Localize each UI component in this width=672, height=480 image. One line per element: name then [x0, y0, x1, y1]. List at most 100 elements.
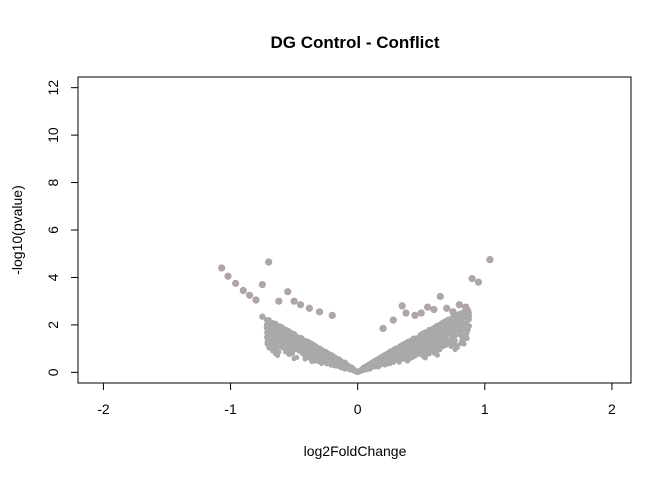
x-tick-label: 1 [481, 401, 489, 417]
data-point [410, 350, 416, 356]
data-point [341, 359, 349, 367]
data-point [272, 337, 278, 344]
points-layer [218, 256, 494, 375]
data-point [275, 297, 283, 305]
data-point [424, 328, 431, 336]
data-point [429, 348, 436, 354]
data-point [447, 324, 453, 330]
data-point [424, 351, 430, 357]
x-tick-label: 0 [354, 401, 362, 417]
data-point [434, 352, 441, 358]
data-point [430, 305, 438, 314]
data-point [373, 357, 380, 364]
data-point [322, 348, 330, 356]
data-point [458, 340, 464, 347]
data-point [386, 350, 393, 357]
data-point [423, 338, 429, 344]
data-point [329, 352, 336, 359]
data-point [402, 348, 408, 355]
data-point [430, 325, 438, 332]
data-point [355, 369, 361, 375]
data-point [265, 343, 272, 349]
data-point [437, 321, 444, 329]
data-point [335, 356, 342, 363]
x-tick-label: -2 [97, 401, 110, 417]
data-point [398, 355, 405, 361]
data-point [463, 331, 470, 337]
data-point [271, 344, 277, 350]
data-point [449, 308, 457, 316]
data-point [289, 351, 295, 357]
data-point [379, 324, 387, 333]
data-point [317, 353, 324, 359]
data-point [449, 314, 457, 321]
chart-title: DG Control - Conflict [270, 33, 439, 52]
x-axis-label: log2FoldChange [304, 443, 407, 459]
data-point [301, 352, 307, 358]
data-point [232, 279, 240, 287]
plot-frame [77, 76, 632, 384]
data-point [330, 361, 336, 368]
data-point [423, 342, 429, 348]
data-point [474, 278, 483, 286]
data-point [441, 342, 447, 348]
data-point [436, 292, 444, 301]
data-point [309, 341, 317, 349]
data-point [411, 311, 419, 319]
data-point [272, 350, 279, 357]
y-tick-label: 2 [45, 321, 61, 329]
data-point [379, 353, 387, 361]
data-point [268, 333, 274, 340]
data-point [398, 343, 406, 350]
data-point [290, 331, 298, 338]
data-point [280, 339, 286, 345]
x-tick-label: 2 [608, 401, 616, 417]
data-point [292, 343, 298, 349]
y-tick-label: 0 [45, 368, 61, 376]
y-tick-label: 12 [45, 80, 61, 96]
data-point [389, 316, 397, 324]
data-point [278, 324, 285, 331]
data-point [239, 286, 247, 295]
data-point [456, 311, 463, 318]
data-point [296, 301, 305, 309]
data-point [265, 258, 273, 266]
data-point [273, 328, 280, 334]
data-point [224, 272, 232, 280]
data-point [419, 353, 426, 359]
data-point [414, 345, 420, 351]
data-point [434, 347, 440, 354]
data-point [443, 337, 449, 343]
data-point [287, 345, 293, 351]
data-point [303, 338, 311, 345]
data-point [323, 358, 329, 364]
data-point [486, 256, 494, 264]
data-point [462, 303, 470, 311]
data-point [284, 327, 291, 335]
data-point [348, 364, 355, 371]
data-point [382, 362, 388, 368]
data-point [392, 355, 399, 361]
data-point [360, 364, 368, 371]
data-point [277, 335, 283, 341]
data-point [264, 329, 270, 336]
data-point [454, 344, 460, 351]
data-point [431, 335, 437, 341]
y-tick-label: 8 [45, 178, 61, 186]
data-point [405, 339, 412, 346]
data-point [316, 345, 323, 352]
y-tick-label: 6 [45, 226, 61, 234]
data-point [416, 349, 422, 355]
data-point [417, 341, 424, 347]
data-point [284, 288, 292, 296]
data-point [458, 332, 464, 338]
data-point [246, 291, 254, 299]
data-point [448, 337, 454, 343]
data-point [315, 308, 324, 316]
y-tick-label: 4 [45, 273, 61, 281]
data-point [290, 297, 298, 305]
data-point [417, 309, 425, 317]
y-axis: 0 2 4 6 8 10 12 [45, 80, 79, 376]
data-point [297, 334, 304, 342]
